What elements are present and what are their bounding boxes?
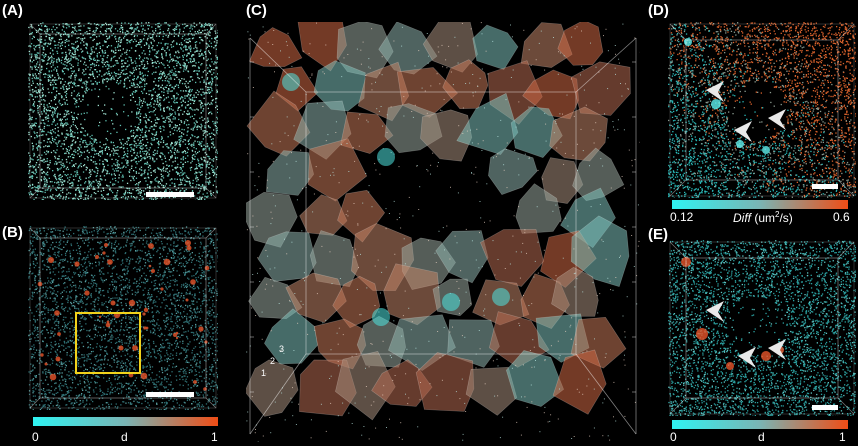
panel-d-scale-bar [812,184,838,189]
panel-b-image [28,226,218,410]
panel-d-colorbar-min: 0.12 [670,210,694,224]
panel-d-colorbar [672,200,848,209]
panel-d-colorbar-label-unit-sup: 2 [775,210,780,219]
panel-d-colorbar-label: Diff (um2/s) [733,210,793,225]
panel-b-colorbar [33,417,218,426]
panel-a-scale-bar [146,192,194,197]
panel-b-point-cloud [28,226,218,410]
panel-a-point-cloud [28,22,218,200]
panel-b-colorbar-max: 1 [211,430,218,444]
panel-b-label: (B) [2,224,23,241]
panel-c-axis-tick-3: 3 [279,344,285,354]
panel-b-zoom-box [75,312,141,374]
panel-c-axis-tick-2: 2 [270,356,276,366]
panel-a-image [28,22,218,200]
panel-c-image: 1 2 3 [246,22,640,442]
panel-a-label: (A) [2,2,23,19]
panel-d-colorbar-max: 0.6 [833,210,850,224]
panel-e-colorbar-min: 0 [670,430,677,444]
panel-e-colorbar [672,420,848,429]
panel-d-point-cloud [668,22,856,198]
panel-d-colorbar-label-unit-pre: (um [751,211,775,225]
panel-c-label: (C) [246,2,267,19]
panel-d-colorbar-label-unit-post: /s) [779,211,793,225]
panel-b-scale-bar [146,392,194,397]
panel-e-label: (E) [648,226,668,243]
panel-b-colorbar-min: 0 [32,430,39,444]
panel-d-image [668,22,856,198]
panel-d-colorbar-label-var: Diff [733,211,751,225]
panel-e-point-cloud [668,240,856,416]
panel-c-voronoi-cells [246,22,640,442]
panel-e-colorbar-max: 1 [839,430,846,444]
panel-b-colorbar-mid: d [121,430,128,444]
panel-d-label: (D) [648,2,669,19]
panel-e-colorbar-mid: d [758,430,765,444]
panel-e-image [668,240,856,416]
panel-e-scale-bar [812,405,838,410]
panel-c-axis-tick-1: 1 [261,368,267,378]
